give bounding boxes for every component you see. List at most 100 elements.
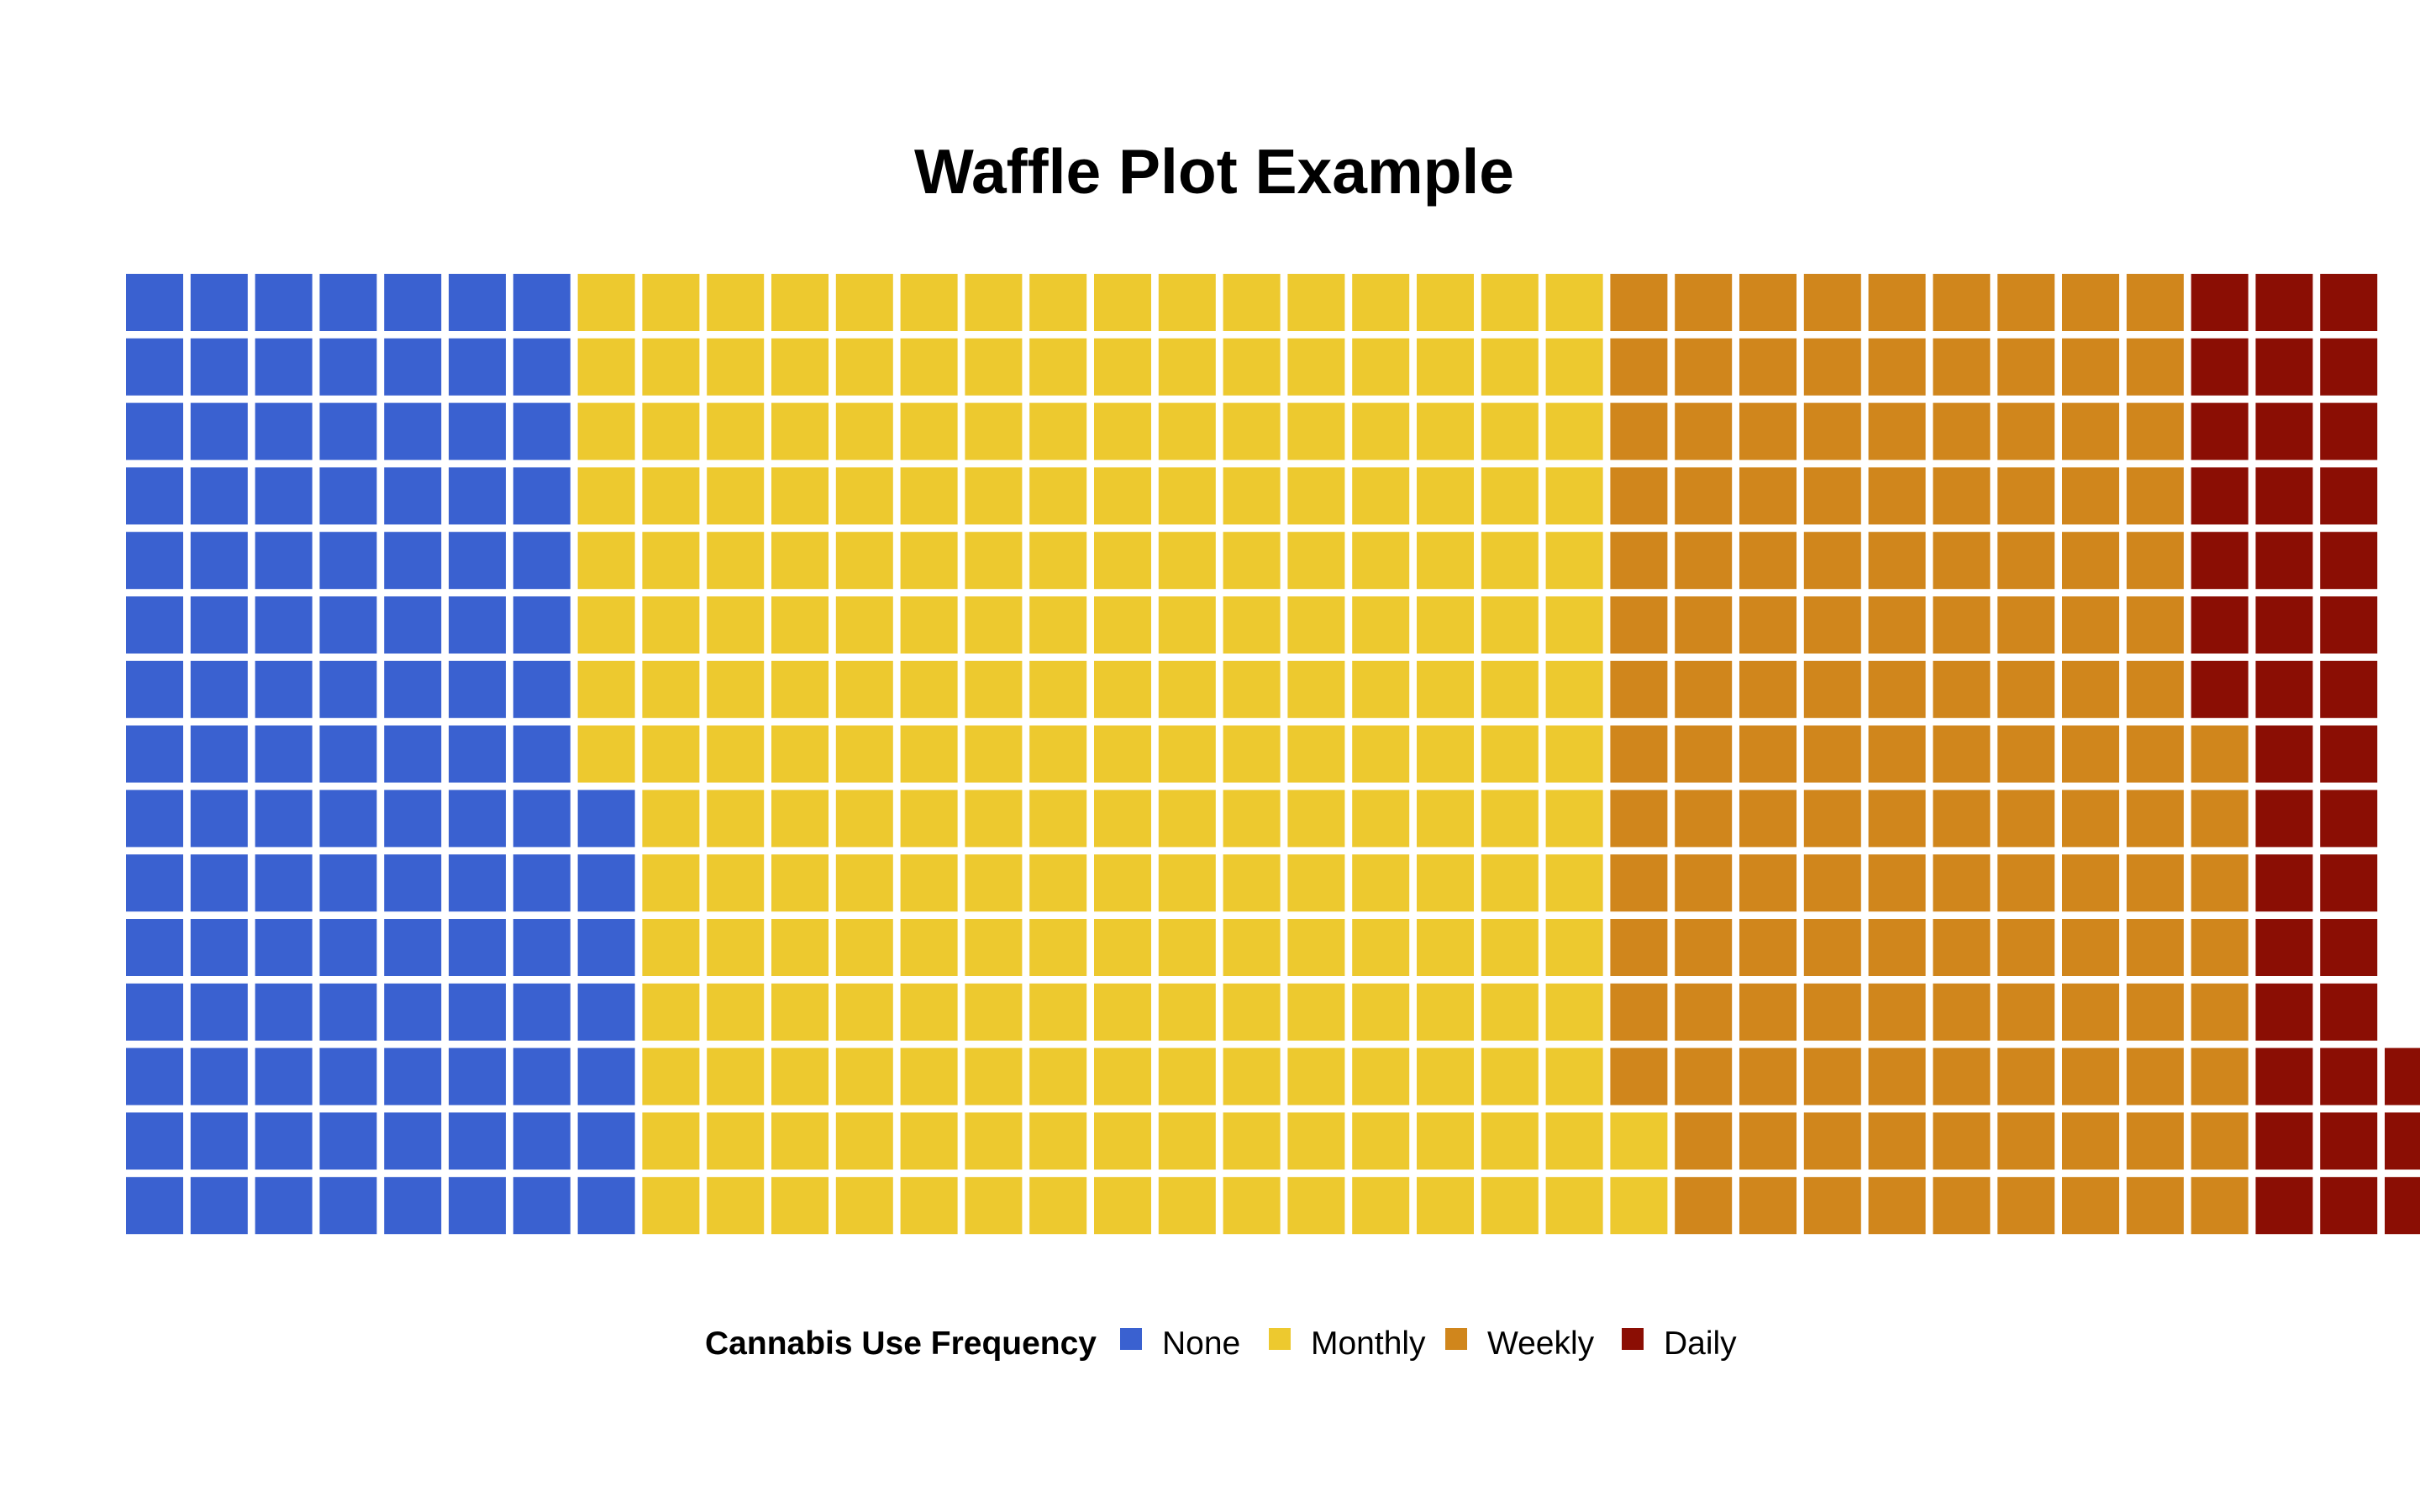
waffle-tile-none	[384, 596, 442, 654]
waffle-tile-none	[190, 1112, 248, 1170]
waffle-tile-monthly	[707, 919, 765, 976]
waffle-tile-daily	[2255, 1112, 2313, 1170]
waffle-tile-weekly	[1675, 725, 1733, 783]
waffle-tile-weekly	[2126, 1177, 2184, 1235]
legend-item-monthly: Monthly	[1269, 1326, 1426, 1362]
waffle-tile-monthly	[1223, 919, 1281, 976]
waffle-tile-weekly	[2126, 854, 2184, 912]
waffle-tile-daily	[2255, 596, 2313, 654]
waffle-tile-none	[319, 596, 377, 654]
waffle-tile-weekly	[2191, 854, 2249, 912]
waffle-tile-weekly	[1803, 338, 1861, 396]
waffle-tile-none	[384, 725, 442, 783]
waffle-tile-monthly	[642, 402, 700, 460]
waffle-tile-weekly	[1739, 1047, 1797, 1105]
waffle-tile-monthly	[1417, 338, 1474, 396]
waffle-tile-weekly	[1868, 854, 1926, 912]
waffle-tile-monthly	[835, 1047, 893, 1105]
waffle-tile-daily	[2255, 725, 2313, 783]
waffle-tile-weekly	[1997, 338, 2055, 396]
waffle-tile-weekly	[1933, 725, 1991, 783]
waffle-tile-weekly	[1675, 660, 1733, 718]
waffle-tile-none	[126, 1047, 183, 1105]
waffle-tile-weekly	[1997, 919, 2055, 976]
waffle-tile-weekly	[1933, 596, 1991, 654]
waffle-tile-monthly	[1223, 854, 1281, 912]
waffle-tile-monthly	[900, 983, 958, 1041]
waffle-tile-monthly	[1158, 983, 1216, 1041]
waffle-tile-weekly	[1997, 725, 2055, 783]
waffle-tile-daily	[2320, 660, 2378, 718]
waffle-tile-weekly	[1739, 660, 1797, 718]
waffle-tile-monthly	[1029, 660, 1087, 718]
waffle-tile-monthly	[1545, 338, 1603, 396]
waffle-tile-weekly	[2062, 660, 2119, 718]
waffle-tile-monthly	[707, 596, 765, 654]
waffle-tile-weekly	[1739, 919, 1797, 976]
waffle-tile-monthly	[642, 467, 700, 525]
waffle-tile-none	[384, 983, 442, 1041]
waffle-tile-monthly	[771, 983, 829, 1041]
waffle-tile-monthly	[1223, 467, 1281, 525]
waffle-tile-monthly	[1417, 532, 1474, 590]
waffle-tile-weekly	[1675, 854, 1733, 912]
waffle-tile-monthly	[1223, 790, 1281, 848]
waffle-tile-monthly	[1545, 983, 1603, 1041]
waffle-tile-none	[577, 790, 635, 848]
waffle-tile-monthly	[707, 1177, 765, 1235]
waffle-tile-weekly	[2062, 532, 2119, 590]
waffle-tile-daily	[2320, 919, 2378, 976]
waffle-tile-monthly	[1029, 854, 1087, 912]
waffle-tile-monthly	[771, 1177, 829, 1235]
waffle-tile-monthly	[1352, 274, 1410, 331]
waffle-tile-none	[449, 660, 506, 718]
waffle-tile-monthly	[965, 725, 1023, 783]
waffle-tile-monthly	[771, 660, 829, 718]
waffle-tile-monthly	[1287, 338, 1345, 396]
waffle-tile-none	[513, 854, 571, 912]
waffle-tile-none	[513, 790, 571, 848]
waffle-tile-monthly	[1481, 274, 1539, 331]
waffle-tile-none	[126, 854, 183, 912]
waffle-tile-monthly	[1158, 402, 1216, 460]
waffle-tile-none	[449, 274, 506, 331]
waffle-tile-monthly	[1094, 532, 1151, 590]
waffle-tile-monthly	[1029, 790, 1087, 848]
waffle-tile-monthly	[1545, 532, 1603, 590]
waffle-tile-weekly	[1868, 532, 1926, 590]
waffle-tile-weekly	[1933, 790, 1991, 848]
waffle-tile-monthly	[707, 660, 765, 718]
waffle-tile-weekly	[1997, 1177, 2055, 1235]
waffle-tile-monthly	[577, 596, 635, 654]
waffle-tile-monthly	[1352, 790, 1410, 848]
waffle-tile-weekly	[1675, 1047, 1733, 1105]
waffle-tile-monthly	[1481, 1047, 1539, 1105]
waffle-tile-weekly	[2062, 596, 2119, 654]
waffle-tile-monthly	[965, 274, 1023, 331]
waffle-tile-monthly	[1610, 1177, 1668, 1235]
waffle-tile-monthly	[1094, 1112, 1151, 1170]
waffle-tile-none	[449, 919, 506, 976]
waffle-tile-monthly	[1417, 1112, 1474, 1170]
waffle-tile-daily	[2320, 1047, 2378, 1105]
waffle-tile-monthly	[1481, 790, 1539, 848]
waffle-tile-weekly	[1868, 1047, 1926, 1105]
waffle-tile-monthly	[1223, 532, 1281, 590]
waffle-tile-none	[449, 402, 506, 460]
waffle-tile-none	[126, 983, 183, 1041]
waffle-tile-weekly	[2062, 402, 2119, 460]
waffle-tile-monthly	[707, 467, 765, 525]
waffle-tile-weekly	[1610, 725, 1668, 783]
waffle-tile-monthly	[900, 467, 958, 525]
waffle-tile-monthly	[1352, 725, 1410, 783]
waffle-tile-weekly	[1739, 467, 1797, 525]
waffle-tile-monthly	[1417, 790, 1474, 848]
waffle-tile-weekly	[1997, 1047, 2055, 1105]
legend-swatch-monthly	[1269, 1328, 1291, 1350]
waffle-tile-monthly	[1158, 1177, 1216, 1235]
waffle-tile-monthly	[900, 1047, 958, 1105]
legend-item-none: None	[1120, 1326, 1240, 1362]
waffle-tile-monthly	[965, 338, 1023, 396]
waffle-tile-monthly	[1094, 596, 1151, 654]
waffle-tile-none	[319, 983, 377, 1041]
